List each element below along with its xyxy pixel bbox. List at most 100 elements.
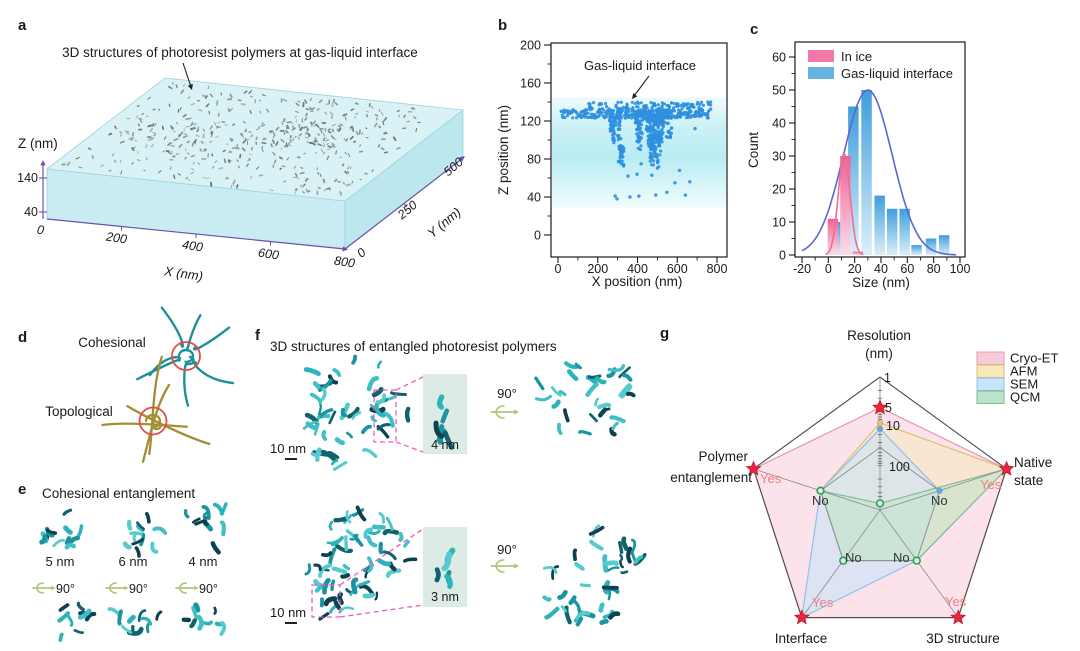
radar-star-marker — [793, 609, 810, 625]
panel-c-axis-ticks: -20 0 20 40 60 80 100 0 10 20 30 40 50 60 — [772, 51, 970, 277]
panel-d-label-cohesional: Cohesional — [78, 335, 146, 350]
panel-c-y-tick-label: 0 — [779, 249, 786, 263]
topological-entanglement-circle — [138, 406, 168, 436]
panel-a-x-tick: 200 — [104, 230, 128, 247]
panel-c-y-tick-label: 60 — [772, 51, 786, 65]
panel-a-3d-plot — [39, 62, 465, 252]
radar-axis-3d-structure: 3D structure — [926, 631, 1000, 646]
panel-f-rotation-label: 90° — [497, 386, 517, 401]
panel-e-size-label: 6 nm — [119, 554, 148, 569]
panel-letter-e: e — [18, 481, 26, 498]
panel-c-x-tick-label: -20 — [793, 262, 811, 276]
panel-f-scale-bar-label: 10 nm — [270, 441, 306, 456]
panel-b-y-tick-label: 120 — [520, 115, 541, 129]
panel-a-x-tick: 0 — [36, 223, 45, 238]
panel-c-legend-swatch-interface — [808, 67, 834, 79]
panel-c-y-tick-label: 10 — [772, 216, 786, 230]
panel-a-y-axis-label: Y (nm) — [424, 204, 463, 240]
panel-b-y-tick-label: 40 — [527, 191, 541, 205]
panel-b-annotation: Gas-liquid interface — [584, 58, 696, 73]
radar-star-marker — [745, 460, 762, 476]
radar-star-marker — [998, 460, 1015, 476]
panel-c-y-tick-label: 50 — [772, 84, 786, 98]
panel-f-title: 3D structures of entangled photoresist p… — [270, 339, 557, 354]
radar-legend-swatch-QCM — [976, 390, 1005, 404]
panel-b-x-tick-label: 400 — [627, 262, 648, 276]
panel-b-y-tick-label: 160 — [520, 77, 541, 91]
panel-g-radar-chart — [745, 376, 1015, 625]
radar-value-interface-yes: Yes — [812, 595, 834, 610]
panel-a-x-tick: 600 — [257, 246, 280, 263]
panel-c-x-tick-label: 100 — [950, 262, 971, 276]
panel-b-y-tick-label: 0 — [534, 229, 541, 243]
panel-f-inset-size-label: 4 nm — [431, 438, 459, 452]
panel-f-inset-size-label: 3 nm — [431, 590, 459, 604]
panel-a-z-tick: 140 — [17, 171, 38, 185]
radar-legend-swatch-Cryo-ET — [976, 351, 1005, 365]
panel-d-label-topological: Topological — [45, 404, 113, 419]
panel-e-rotation-label: 90° — [199, 582, 218, 596]
panel-f-rotation-label: 90° — [497, 542, 517, 557]
radar-axis-resolution-line2: (nm) — [865, 346, 893, 361]
panel-letter-c: c — [750, 21, 758, 38]
radar-value-entanglement-no: No — [812, 493, 829, 508]
panel-a-z-tick: 40 — [24, 205, 38, 219]
panel-e-size-label: 4 nm — [189, 554, 218, 569]
panel-b-x-tick-label: 200 — [587, 262, 608, 276]
panel-b-y-axis-label: Z position (nm) — [496, 105, 511, 195]
panel-b-x-tick-label: 800 — [707, 262, 728, 276]
radar-legend-swatch-AFM — [976, 364, 1005, 378]
radar-axis-native-line2: state — [1014, 473, 1043, 488]
panel-d-entanglement-diagram — [101, 306, 235, 463]
radar-axis-native-line1: Native — [1014, 455, 1052, 470]
cohesional-entanglement-circle — [171, 341, 201, 371]
panel-letter-b: b — [498, 17, 507, 34]
radar-axis-entanglement-line1: Polymer — [698, 449, 748, 464]
panel-c-x-tick-label: 20 — [848, 262, 862, 276]
panel-letter-f: f — [255, 327, 261, 344]
radar-value-native-yes: Yes — [980, 477, 1002, 492]
radar-axis-entanglement-line2: entanglement — [670, 470, 752, 485]
panel-c-x-axis-label: Size (nm) — [852, 275, 910, 290]
radar-legend-label-Cryo-ET: Cryo-ET — [1010, 351, 1058, 366]
panel-c-y-tick-label: 40 — [772, 117, 786, 131]
panel-letter-g: g — [660, 325, 669, 342]
radar-scale-tick-1: 1 — [884, 371, 891, 385]
panel-a-x-tick: 400 — [181, 238, 204, 255]
panel-e-title: Cohesional entanglement — [42, 486, 195, 501]
radar-value-native-no: No — [931, 493, 948, 508]
panel-b-y-tick-label: 80 — [527, 153, 541, 167]
radar-value-interface-no: No — [845, 550, 862, 565]
panel-f-scale-bar-label: 10 nm — [270, 605, 306, 620]
panel-c-y-tick-label: 20 — [772, 183, 786, 197]
radar-value-entanglement-yes: Yes — [760, 471, 782, 486]
radar-scale-tick-100: 100 — [889, 460, 910, 474]
radar-star-marker — [950, 609, 967, 625]
panel-a-x-tick: 800 — [333, 254, 356, 271]
radar-axis-interface: Interface — [775, 631, 828, 646]
panel-c-legend-label-interface: Gas-liquid interface — [841, 66, 953, 81]
radar-legend-label-QCM: QCM — [1010, 390, 1040, 405]
panel-e-blob-gallery — [32, 502, 228, 642]
panel-c-x-tick-label: 80 — [927, 262, 941, 276]
radar-value-structure-no: No — [893, 550, 910, 565]
panel-c-x-tick-label: 0 — [825, 262, 832, 276]
panel-a-title: 3D structures of photoresist polymers at… — [62, 45, 418, 60]
panel-c-legend-swatch-in-ice — [808, 50, 834, 62]
panel-b-y-tick-label: 200 — [520, 39, 541, 53]
panel-a-z-axis-label: Z (nm) — [18, 136, 58, 151]
panel-c-histogram — [794, 41, 966, 258]
radar-scale-tick-5: 5 — [885, 401, 892, 415]
panel-b-x-axis-label: X position (nm) — [592, 274, 683, 289]
radar-axis-resolution-line1: Resolution — [847, 328, 911, 343]
panel-c-y-axis-label: Count — [746, 132, 761, 168]
panel-c-x-tick-label: 40 — [874, 262, 888, 276]
panel-a-x-axis-label: X (nm) — [162, 263, 204, 283]
panel-c-legend-label-in-ice: In ice — [841, 49, 872, 64]
radar-scale-tick-10: 10 — [886, 419, 900, 433]
panel-b-scatter-plot — [550, 42, 728, 258]
